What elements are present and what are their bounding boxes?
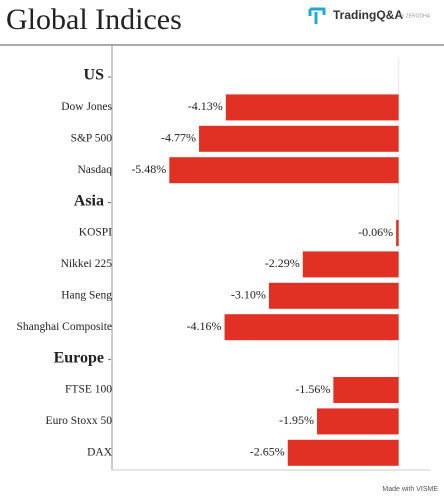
footer: Made with VISME [382,486,438,493]
bar [199,125,399,152]
value-label: -4.16% [187,319,222,333]
chart-title: Global Indices [6,3,182,36]
category-label: Dow Jones [61,101,112,113]
brand: TradingQ&A [333,8,403,22]
logo-icon [308,7,326,24]
category-label: S&P 500 [71,132,113,144]
group-header: US [84,67,105,84]
value-label: -3.10% [231,288,266,302]
brand-by: by ZERODHA [399,13,431,19]
group-header: Asia [74,192,104,209]
bar [302,251,399,278]
value-label: -2.29% [265,256,300,270]
category-label: Nikkei 225 [61,258,113,270]
category-label: Euro Stoxx 50 [46,415,113,427]
value-label: -4.77% [161,131,196,145]
bar [268,282,399,309]
category-label: FTSE 100 [65,384,112,396]
value-label: -1.95% [279,413,314,427]
bar [225,94,399,121]
category-label: DAX [87,446,113,458]
logo: TradingQ&A by ZERODHA [308,7,431,24]
category-label: Shanghai Composite [16,321,112,333]
value-label: -5.48% [131,162,166,176]
category-label: Hang Seng [61,289,112,301]
value-label: -4.13% [188,99,223,113]
bar [396,220,399,246]
bar [333,377,399,403]
bar [287,439,399,466]
value-label: -1.56% [295,382,330,396]
category-label: Nasdaq [78,164,113,176]
value-label: -0.06% [358,225,393,239]
bar [317,408,399,435]
category-label: KOSPI [79,227,112,239]
bar [224,314,399,341]
group-header: Europe [54,349,104,366]
value-label: -2.65% [250,445,285,459]
bar [169,157,399,184]
